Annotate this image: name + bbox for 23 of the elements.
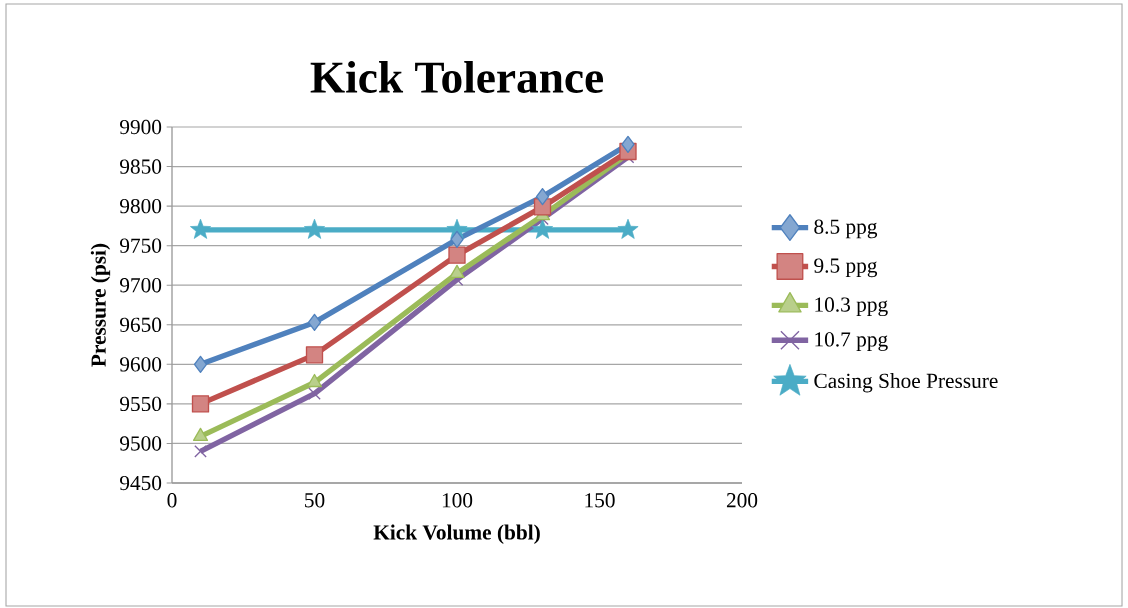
x-tick-label: 50 xyxy=(305,493,325,508)
legend-label: 10.3 ppg xyxy=(815,297,888,317)
x-tick-label: 200 xyxy=(726,493,758,508)
y-tick-label: 9700 xyxy=(119,278,162,293)
y-tick-label: 9500 xyxy=(119,436,162,451)
legend-label: 10.7 ppg xyxy=(815,332,888,351)
legend-label: 9.5 ppg xyxy=(814,258,878,278)
y-tick-label: 9750 xyxy=(119,238,162,253)
y-tick-label: 9600 xyxy=(119,357,162,372)
y-tick-label: 9900 xyxy=(119,119,162,135)
x-tick-label: 100 xyxy=(442,493,473,508)
chart-title: Kick Tolerance xyxy=(310,61,604,93)
y-tick-label: 9550 xyxy=(119,396,162,412)
y-axis-title: Pressure (psi) xyxy=(90,243,111,367)
y-tick-label: 9800 xyxy=(119,198,162,214)
y-tick-label: 9850 xyxy=(119,159,162,174)
legend-label: Casing Shoe Pressure xyxy=(814,373,998,393)
x-axis-title: Kick Volume (bbl) xyxy=(373,524,540,544)
x-tick-label: 0 xyxy=(167,493,177,508)
y-tick-label: 9450 xyxy=(119,475,162,491)
y-tick-label: 9650 xyxy=(119,317,162,332)
legend-label: 8.5 ppg xyxy=(814,219,878,239)
x-tick-label: 150 xyxy=(585,493,615,508)
